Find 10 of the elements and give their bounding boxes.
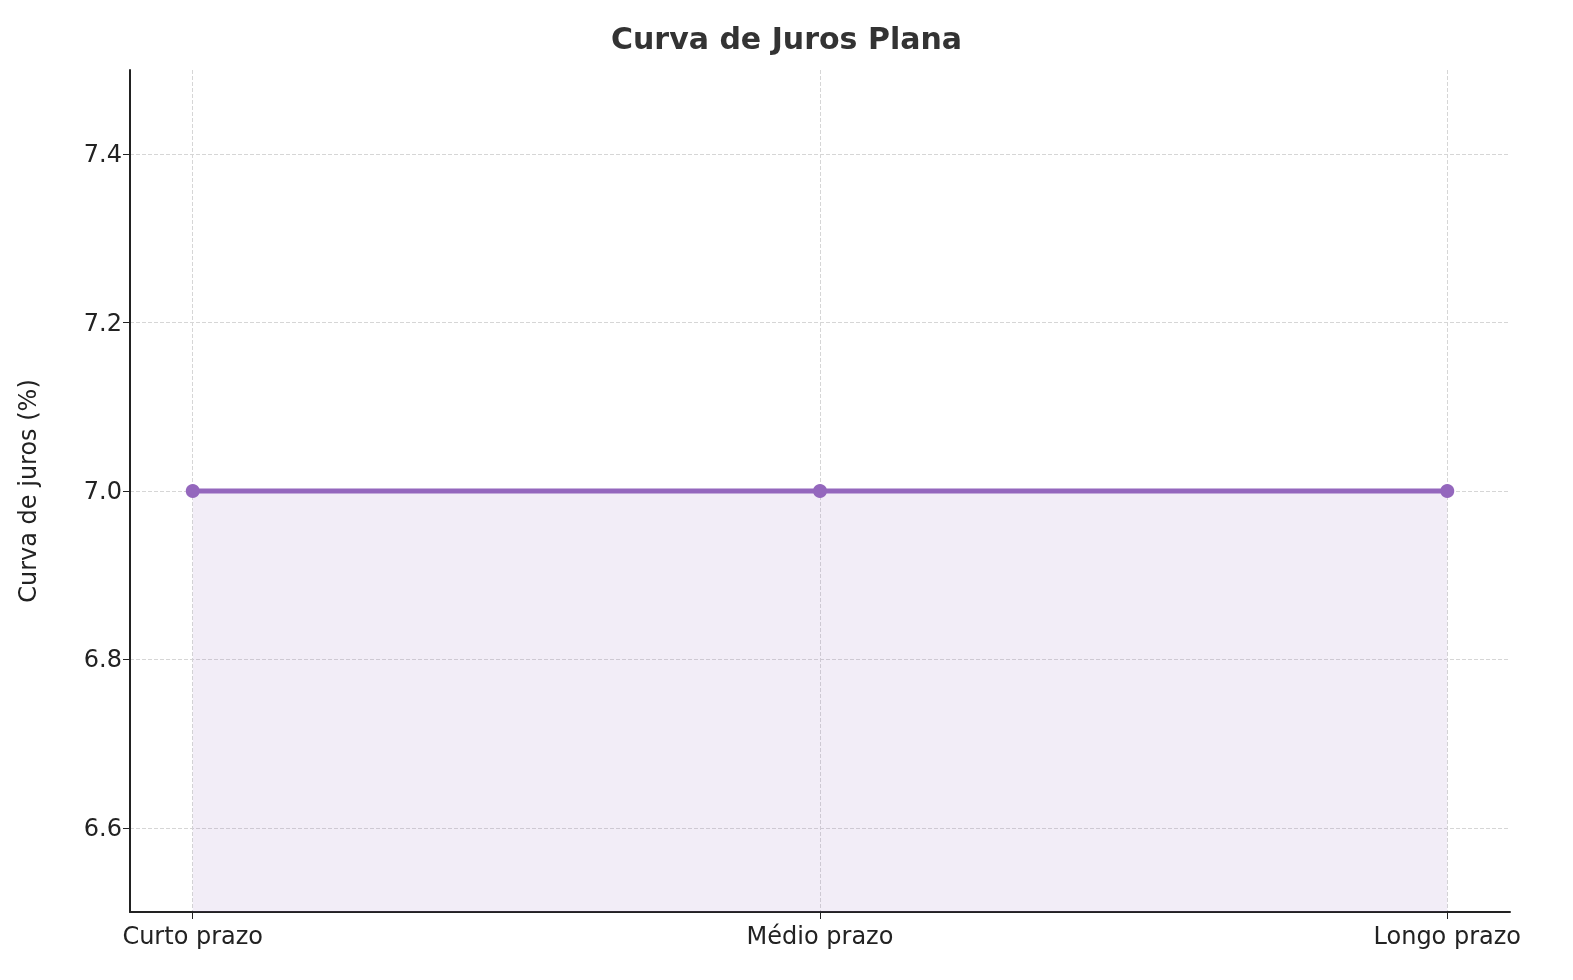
y-tick-label: 7.4 — [83, 140, 122, 169]
x-tick-label: Médio prazo — [746, 922, 894, 950]
chart-title: Curva de Juros Plana — [610, 20, 963, 56]
y-axis-title: Curva de juros (%) — [14, 379, 42, 603]
x-tick-label: Curto prazo — [122, 922, 264, 950]
y-tick-label: 7.2 — [83, 308, 122, 337]
y-tick-label: 7.0 — [83, 477, 122, 505]
y-tick-label: 6.8 — [83, 645, 122, 674]
x-tick-label: Longo prazo — [1373, 922, 1522, 950]
y-tick-label: 6.6 — [83, 813, 122, 842]
